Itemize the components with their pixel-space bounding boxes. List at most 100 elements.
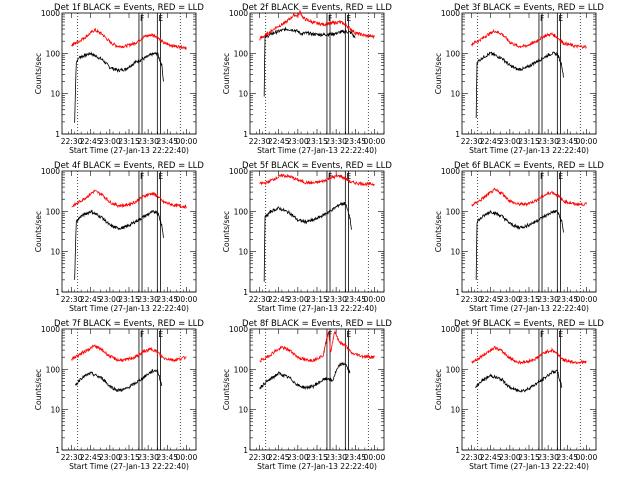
panel-2-xtick-label: 23:45 [344, 137, 366, 146]
panel-7-xtick-label: 23:00 [99, 453, 121, 462]
panel-9-ylabel: Counts/sec [434, 369, 443, 410]
panel-3-marker-e: E [558, 14, 563, 23]
panel-8-xtick-label: 23:00 [287, 453, 309, 462]
panel-9-title: Det 9f BLACK = Events, RED = LLD [454, 319, 604, 329]
panel-7-xtick-label: 23:30 [137, 453, 159, 462]
panel-7-title: Det 7f BLACK = Events, RED = LLD [54, 319, 204, 329]
panel-7-ytick-label: 1 [55, 446, 60, 455]
panel-1-xtick-label: 23:15 [118, 137, 140, 146]
panel-4-xtick-label: 23:45 [156, 295, 178, 304]
panel-1-title: Det 1f BLACK = Events, RED = LLD [54, 3, 204, 13]
panel-7-xtick-label: 22:30 [61, 453, 83, 462]
panel-5-xtick-label: 23:15 [306, 295, 328, 304]
panel-9-ytick-label: 100 [446, 365, 461, 374]
panel-3-ytick-label: 100 [446, 49, 461, 58]
panel-4-marker-e: E [158, 172, 163, 181]
panel-6-xtick-label: 22:45 [480, 295, 502, 304]
panel-2-xtick-label: 22:30 [249, 137, 271, 146]
panel-9-xtick-label: 23:30 [537, 453, 559, 462]
panel-1-ytick-label: 100 [46, 49, 61, 58]
panel-1-xtick-label: 23:30 [137, 137, 159, 146]
panel-2-title: Det 2f BLACK = Events, RED = LLD [242, 3, 392, 13]
panel-5-ytick-label: 10 [238, 248, 248, 257]
panel-3-xtick-label: 23:15 [518, 137, 540, 146]
panel-3-xtick-label: 00:00 [576, 137, 598, 146]
panel-1-marker-f: F [140, 14, 144, 23]
panel-9-ytick-label: 10 [450, 406, 460, 415]
panel-5-title: Det 5f BLACK = Events, RED = LLD [242, 161, 392, 171]
panel-8-marker-f: F [328, 330, 332, 339]
panel-2-ytick-label: 100 [234, 49, 249, 58]
panel-5-xlabel: Start Time (27-Jan-13 22:22:40) [257, 304, 377, 313]
panel-8-xtick-label: 23:30 [325, 453, 347, 462]
panel-2-xtick-label: 23:30 [325, 137, 347, 146]
panel-8-frame [249, 328, 385, 451]
panel-3-marker-f: F [540, 14, 544, 23]
panel-5-xtick-label: 22:45 [268, 295, 290, 304]
panel-2-xlabel: Start Time (27-Jan-13 22:22:40) [257, 146, 377, 155]
panel-3-series-events [475, 51, 564, 118]
panel-3-ytick-label: 10 [450, 90, 460, 99]
panel-6-frame [461, 170, 597, 293]
panel-7-series-events [75, 368, 162, 393]
panel-2-series-lld [259, 9, 375, 42]
panel-6-ytick-label: 100 [446, 207, 461, 216]
panel-7-xlabel: Start Time (27-Jan-13 22:22:40) [69, 462, 189, 471]
panel-6-xtick-label: 00:00 [576, 295, 598, 304]
panel-8-title: Det 8f BLACK = Events, RED = LLD [242, 319, 392, 329]
panel-3-xlabel: Start Time (27-Jan-13 22:22:40) [469, 146, 589, 155]
panel-8-ytick-label: 10 [238, 406, 248, 415]
panel-2-marker-f: F [328, 14, 332, 23]
panel-4-xtick-label: 23:30 [137, 295, 159, 304]
panel-4-title: Det 4f BLACK = Events, RED = LLD [54, 161, 204, 171]
panel-9-series-events [475, 368, 563, 393]
panel-5-ytick-label: 1000 [229, 167, 248, 176]
panel-8-series-lld [259, 330, 375, 363]
panel-9-xtick-label: 00:00 [576, 453, 598, 462]
panel-1-ylabel: Counts/sec [34, 53, 43, 94]
panel-6-ytick-label: 10 [450, 248, 460, 257]
panel-4-series-lld [71, 189, 187, 210]
panel-7-series-lld [71, 344, 187, 363]
panel-3-frame [461, 12, 597, 135]
panel-4-xtick-label: 22:45 [80, 295, 102, 304]
panel-8-xtick-label: 22:30 [249, 453, 271, 462]
panel-2-xtick-label: 23:15 [306, 137, 328, 146]
panel-6-xtick-label: 23:45 [556, 295, 578, 304]
panel-7-ytick-label: 1000 [41, 325, 60, 334]
panel-6-ytick-label: 1 [455, 288, 460, 297]
panel-9-xtick-label: 23:15 [518, 453, 540, 462]
panel-8-xtick-label: 23:15 [306, 453, 328, 462]
panel-1-xtick-label: 22:45 [80, 137, 102, 146]
panel-7-ylabel: Counts/sec [34, 369, 43, 410]
panel-9-xtick-label: 23:00 [499, 453, 521, 462]
panel-6-ylabel: Counts/sec [434, 211, 443, 252]
panel-2-series-events [263, 26, 356, 97]
panel-4-frame [61, 170, 197, 293]
panel-5-ylabel: Counts/sec [222, 211, 231, 252]
panel-3-ylabel: Counts/sec [434, 53, 443, 94]
panel-4-xlabel: Start Time (27-Jan-13 22:22:40) [69, 304, 189, 313]
panel-8-ylabel: Counts/sec [222, 369, 231, 410]
panel-2-ylabel: Counts/sec [222, 53, 231, 94]
panel-3-series-lld [471, 28, 587, 50]
panel-3-xtick-label: 23:45 [556, 137, 578, 146]
panel-7-ytick-label: 100 [46, 365, 61, 374]
panel-6-ytick-label: 1000 [441, 167, 460, 176]
panel-6-xlabel: Start Time (27-Jan-13 22:22:40) [469, 304, 589, 313]
panel-1-series-events [74, 51, 164, 123]
panel-1-ytick-label: 10 [50, 90, 60, 99]
panel-3-xtick-label: 22:45 [480, 137, 502, 146]
panel-2-xtick-label: 00:00 [364, 137, 386, 146]
panel-1-series-lld [71, 27, 187, 51]
panel-9-ytick-label: 1000 [441, 325, 460, 334]
panel-3-title: Det 3f BLACK = Events, RED = LLD [454, 3, 604, 13]
panel-6-series-events [475, 209, 564, 280]
panel-9-xtick-label: 22:45 [480, 453, 502, 462]
panel-5-ytick-label: 100 [234, 207, 249, 216]
panel-4-series-events [74, 209, 164, 280]
panel-6-xtick-label: 22:30 [461, 295, 483, 304]
panel-8-ytick-label: 1000 [229, 325, 248, 334]
panel-7-marker-f: F [140, 330, 144, 339]
